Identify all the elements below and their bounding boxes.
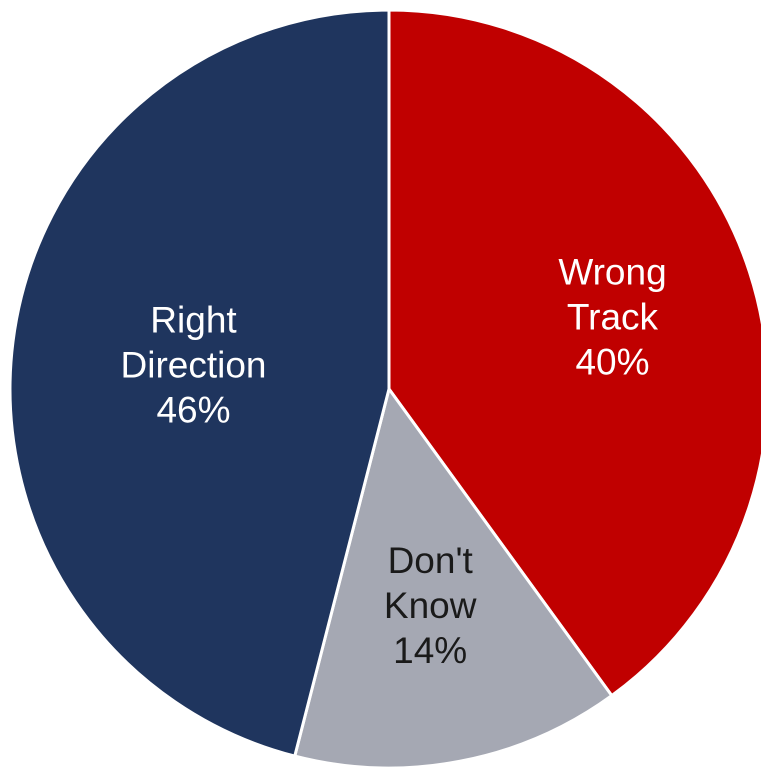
- pie-slice-label-0: Wrong Track 40%: [558, 251, 666, 382]
- pie-slice-label-line: Track: [567, 296, 659, 337]
- pie-slice-label-line: 14%: [393, 630, 467, 671]
- pie-slice-2: [8, 8, 391, 758]
- pie-slice-label-line: 46%: [156, 389, 230, 430]
- pie-slices: [8, 8, 761, 767]
- pie-slice-label-line: 40%: [575, 341, 649, 382]
- pie-labels: Wrong Track 40%Don't Know 14%Right Direction 4…: [121, 251, 667, 671]
- pie-slice-label-line: Don't: [388, 540, 474, 581]
- pie-slice-0: [387, 8, 761, 698]
- pie-slice-label-1: Don't Know 14%: [384, 540, 477, 671]
- pie-slice-label-line: Right: [150, 299, 237, 340]
- pie-slice-1: [293, 387, 614, 767]
- pie-slice-label-line: Wrong: [558, 251, 666, 292]
- pie-slice-label-line: Know: [384, 585, 477, 626]
- pie-slice-label-line: Direction: [121, 344, 267, 385]
- pie-slice-label-2: Right Direction 46%: [121, 299, 267, 430]
